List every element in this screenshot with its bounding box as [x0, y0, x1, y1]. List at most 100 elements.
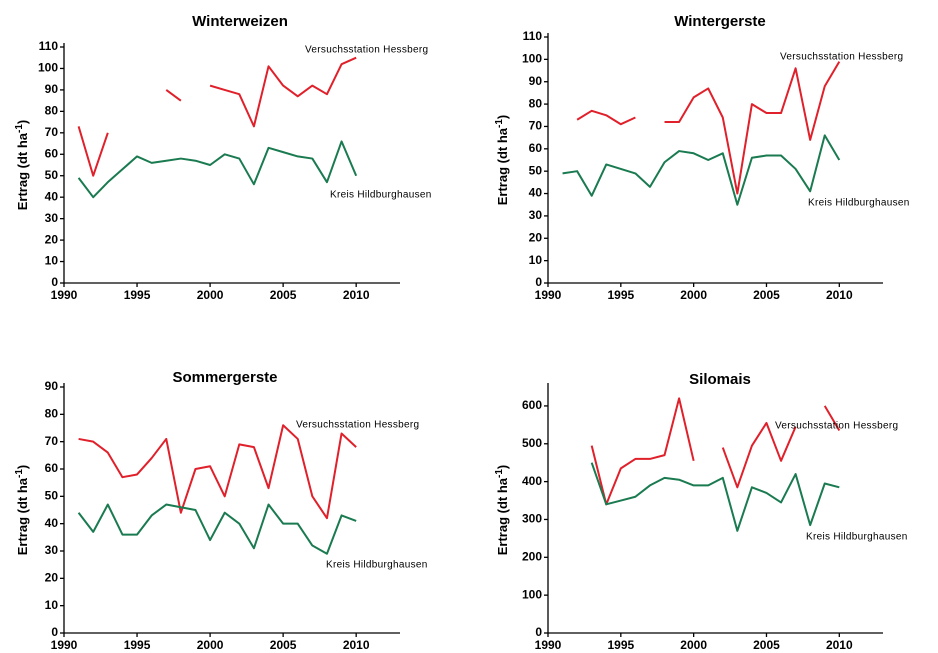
chart-title: Sommergerste — [172, 369, 277, 386]
y-tick-label: 90 — [45, 82, 59, 96]
series-line — [576, 109, 636, 126]
y-tick-label: 50 — [45, 489, 59, 503]
y-axis-label-text: Ertrag (dt ha — [495, 477, 510, 555]
series-line — [721, 421, 797, 489]
y-tick-label: 10 — [45, 254, 59, 268]
panel: Winterweizen Ertrag (dt ha-1) 0 10 20 30 40 50 6… — [14, 13, 432, 302]
y-tick-label: 0 — [535, 625, 542, 639]
y-tick-label: 30 — [45, 543, 59, 557]
y-tick-label: 20 — [529, 230, 543, 244]
series-label: Versuchsstation Hessberg — [780, 52, 903, 63]
y-tick-label: 50 — [529, 163, 543, 177]
x-tick-label: 1990 — [535, 288, 562, 302]
x-tick-label: 1995 — [607, 288, 634, 302]
y-tick-label: 30 — [45, 211, 59, 225]
y-tick-label: 90 — [529, 74, 543, 88]
series-line — [209, 56, 357, 128]
x-tick-label: 2000 — [197, 288, 224, 302]
series-line — [590, 462, 840, 532]
y-tick-label: 70 — [529, 119, 543, 133]
y-axis-label-close: ) — [15, 120, 30, 124]
series-line — [562, 134, 841, 206]
y-tick-label: 70 — [45, 434, 59, 448]
chart-title: Wintergerste — [674, 13, 766, 30]
y-axis-label-close: ) — [15, 465, 30, 469]
y-tick-label: 110 — [523, 29, 543, 43]
series-line — [823, 405, 841, 432]
y-tick-label: 300 — [522, 512, 542, 526]
x-tick-label: 1995 — [124, 638, 151, 652]
series-label: Kreis Hildburghausen — [808, 198, 910, 209]
y-tick-label: 80 — [529, 96, 543, 110]
y-tick-label: 20 — [45, 571, 59, 585]
series-line — [165, 89, 182, 102]
y-axis-label-close: ) — [495, 115, 510, 119]
y-tick-label: 30 — [529, 208, 543, 222]
y-tick-label: 80 — [45, 104, 59, 118]
y-tick-label: 60 — [529, 141, 543, 155]
y-axis-label-close: ) — [495, 465, 510, 469]
panel: Silomais Ertrag (dt ha-1) 0 100 200 300 400 500… — [494, 371, 908, 652]
y-tick-label: 40 — [529, 186, 543, 200]
chart-title: Silomais — [689, 371, 751, 388]
y-tick-label: 500 — [522, 436, 542, 450]
y-tick-label: 90 — [45, 379, 59, 393]
x-tick-label: 2005 — [753, 638, 780, 652]
panel: Wintergerste Ertrag (dt ha-1) 0 10 20 30 40 50 6… — [494, 13, 910, 302]
series-line — [77, 140, 358, 199]
y-tick-label: 0 — [535, 275, 542, 289]
y-tick-label: 40 — [45, 189, 59, 203]
y-axis-label-sup: -1 — [494, 119, 505, 128]
y-axis-label: Ertrag (dt ha-1) — [14, 120, 31, 211]
y-axis-label-text: Ertrag (dt ha — [15, 132, 30, 210]
series-label: Versuchsstation Hessberg — [305, 45, 428, 56]
x-tick-label: 1990 — [51, 288, 78, 302]
series-line — [664, 61, 841, 195]
y-tick-label: 70 — [45, 125, 59, 139]
y-tick-label: 50 — [45, 168, 59, 182]
y-axis-label-sup: -1 — [494, 469, 505, 478]
y-tick-label: 10 — [529, 253, 543, 267]
series-label: Kreis Hildburghausen — [806, 532, 908, 543]
panel: Sommergerste Ertrag (dt ha-1) 0 10 20 30 40 50 6… — [14, 369, 428, 652]
series-label: Kreis Hildburghausen — [326, 560, 428, 571]
x-tick-label: 1990 — [51, 638, 78, 652]
series-label: Versuchsstation Hessberg — [296, 420, 419, 431]
series-label: Kreis Hildburghausen — [330, 190, 432, 201]
y-tick-label: 100 — [522, 52, 542, 66]
x-tick-label: 2000 — [197, 638, 224, 652]
x-tick-label: 2010 — [826, 288, 853, 302]
y-axis-label-sup: -1 — [14, 469, 25, 478]
y-axis-label: Ertrag (dt ha-1) — [14, 465, 31, 556]
series-line — [77, 126, 109, 177]
x-tick-label: 2005 — [753, 288, 780, 302]
y-tick-label: 100 — [522, 587, 542, 601]
x-tick-label: 1990 — [535, 638, 562, 652]
y-axis-label-text: Ertrag (dt ha — [495, 127, 510, 205]
y-tick-label: 60 — [45, 146, 59, 160]
y-tick-label: 0 — [51, 275, 58, 289]
x-tick-label: 1995 — [124, 288, 151, 302]
series-line — [78, 424, 357, 520]
x-tick-label: 2005 — [270, 288, 297, 302]
y-axis-label-text: Ertrag (dt ha — [15, 477, 30, 555]
x-tick-label: 1995 — [607, 638, 634, 652]
y-tick-label: 40 — [45, 516, 59, 530]
x-tick-label: 2010 — [343, 288, 370, 302]
y-tick-label: 100 — [38, 61, 58, 75]
y-tick-label: 0 — [51, 625, 58, 639]
x-tick-label: 2005 — [270, 638, 297, 652]
y-tick-label: 80 — [45, 407, 59, 421]
series-label: Versuchsstation Hessberg — [775, 421, 898, 432]
x-tick-label: 2000 — [680, 638, 707, 652]
y-tick-label: 20 — [45, 232, 59, 246]
y-tick-label: 400 — [522, 474, 542, 488]
y-axis-label: Ertrag (dt ha-1) — [494, 465, 511, 556]
series-line — [590, 397, 695, 506]
y-tick-label: 110 — [39, 39, 59, 53]
y-tick-label: 10 — [45, 598, 59, 612]
y-tick-label: 200 — [522, 549, 542, 563]
y-tick-label: 600 — [522, 398, 542, 412]
x-tick-label: 2010 — [343, 638, 370, 652]
